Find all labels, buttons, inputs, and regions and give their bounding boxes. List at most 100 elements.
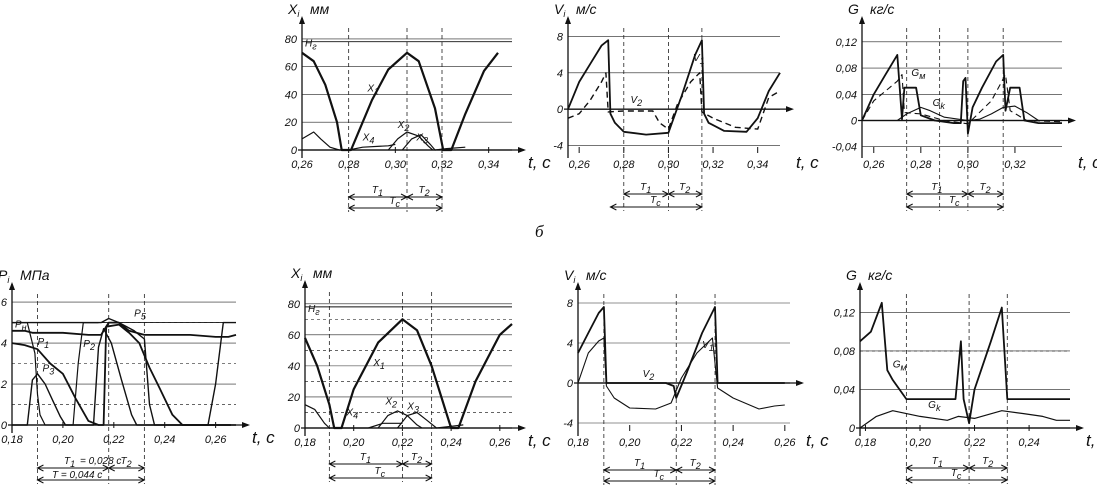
h-label: Hг [308,304,320,317]
x-tick-label: 0,24 [440,437,461,449]
x-tick-label: 0,26 [863,159,885,171]
y-tick-label: 60 [288,330,301,342]
y-tick-label: -0,04 [832,142,857,154]
x-tick-label: 0,20 [909,437,931,449]
period-label: T1 [360,452,371,465]
y-axis-label: Xi [287,1,300,19]
y-tick-label: 0 [567,378,574,390]
bracket-arrow [107,464,115,472]
series-label-X4: X4 [362,132,375,145]
y-tick-label: 0 [1,420,8,432]
y-tick-label: 0,12 [836,37,857,49]
period-label: T2 [411,452,422,465]
chart-b-v: -4 0 4 8 Vi м/с t, с 0,18 0,20 0,22 0,24 0,26 V1 V2 T1… [563,267,829,485]
series-P5 [12,317,236,426]
y-axis-unit: МПа [20,267,50,283]
y-axis-label: Xi [290,265,303,283]
x-tick-label: 0,18 [567,437,589,449]
x-tick-label: 0,30 [385,159,407,171]
y-axis-unit: мм [313,265,333,281]
x-tick-label: 0,20 [343,437,365,449]
series-V2 [577,337,785,410]
period-label: Tc [650,195,661,208]
period-label: Tc [374,466,385,479]
bracket-arrow [138,464,146,472]
series-X4 [301,131,396,151]
x-axis-arrow [518,425,526,431]
bracket-arrow [347,193,355,201]
figure-label: б [535,222,544,241]
series-label-P1: P1 [37,337,49,350]
y-tick-label: 0 [557,104,564,116]
y-tick-label: 4 [567,338,573,350]
y-axis-arrow [565,16,571,24]
bracket-arrow [667,190,675,198]
bracket-arrow [675,466,683,474]
series-label-P3: P3 [43,364,55,377]
x-axis-label: t, с [1086,431,1097,450]
bracket-arrow [328,474,336,482]
x-axis-label: t, с [1078,153,1097,172]
period-label: T1 [932,456,943,469]
y-tick-label: 0,08 [836,63,858,75]
series-label-Gm: Gм [911,68,925,81]
bracket-arrow [622,190,631,198]
x-axis-label: t, с [806,431,829,450]
bracket-arrow [905,476,913,484]
x-tick-label: 0,26 [774,437,796,449]
series-label-Gk: Gk [928,400,941,413]
series-Gk [859,410,1070,429]
y-tick-label: 0 [849,423,856,435]
period-label: Tc [951,468,962,481]
bracket-arrow [708,477,717,485]
bracket-arrow [708,466,717,474]
series-label-X2: X2 [397,120,410,133]
y-axis-label: Vi [554,1,566,19]
y-tick-label: 0,4 [0,338,7,350]
y-tick-label: 80 [288,299,301,311]
y-axis-arrow [302,280,308,288]
series-label-X3: X3 [406,401,419,414]
bracket-arrow [435,204,444,212]
y-axis-label: G [848,1,859,17]
bracket-arrow [401,460,409,468]
period-label: Tc [653,469,664,482]
y-axis-unit: м/с [576,1,597,17]
y-axis-unit: м/с [586,267,607,283]
bracket-arrow [425,474,433,482]
h-label: Pн [15,320,27,333]
series-label-Gk: Gk [933,98,946,111]
period-annotation: T1 [64,456,75,469]
y-axis-label: Pi [0,267,10,285]
x-tick-label: 0,22 [671,437,692,449]
series-P2 [11,323,231,426]
bracket-arrow [967,464,976,472]
bracket-arrow [966,190,975,198]
x-tick-label: 0,18 [855,437,877,449]
series-X4 [304,404,403,429]
x-axis-label: t, с [528,431,551,450]
y-axis-unit: кг/с [868,267,892,283]
period-label: T1 [640,182,651,195]
period-label: Tc [949,195,960,208]
period-annotation-total: T = 0,044 с [52,470,102,481]
x-axis-arrow [242,422,250,428]
x-tick-label: 0,22 [964,437,985,449]
y-tick-label: 0 [851,116,858,128]
bracket-arrow [425,460,433,468]
period-label: T1 [634,458,645,471]
x-tick-label: 0,28 [910,159,932,171]
bracket-arrow [138,476,146,484]
x-tick-label: 0,18 [294,437,316,449]
y-tick-label: 0 [294,423,301,435]
series-label-P2: P2 [83,339,95,352]
bracket-arrow [695,203,704,211]
chart-a-g: -0,04 0 0,04 0,08 0,12 Gкг/с t, с 0,26 0,28 0,30 0… [832,1,1097,211]
series-X1 [303,318,513,430]
y-tick-label: 20 [287,392,301,404]
bracket-arrow [1001,476,1009,484]
y-tick-label: 0,2 [0,379,7,391]
y-axis-arrow [857,282,863,290]
